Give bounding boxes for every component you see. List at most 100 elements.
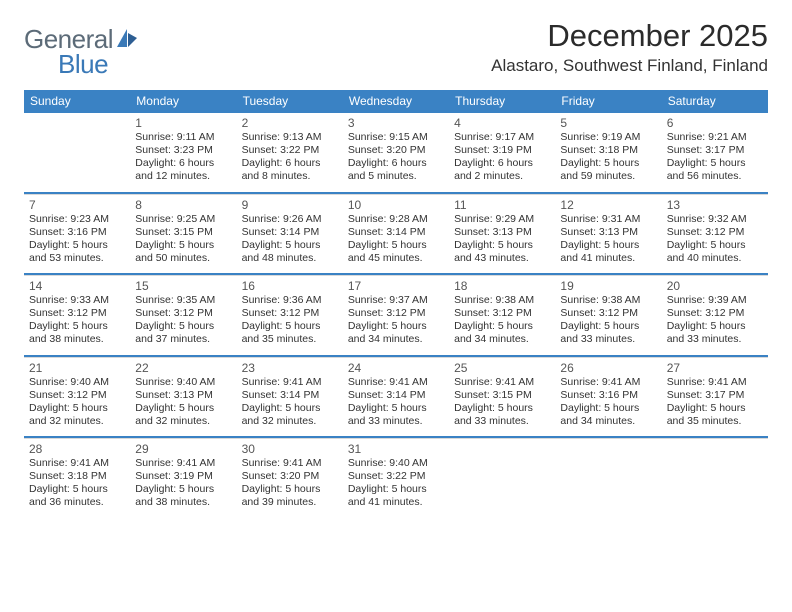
calendar-day-cell: 12Sunrise: 9:31 AMSunset: 3:13 PMDayligh… (555, 194, 661, 274)
day-info: Sunrise: 9:40 AMSunset: 3:12 PMDaylight:… (29, 376, 125, 429)
day-info: Sunrise: 9:15 AMSunset: 3:20 PMDaylight:… (348, 131, 444, 184)
day-info: Sunrise: 9:29 AMSunset: 3:13 PMDaylight:… (454, 213, 550, 266)
day-info: Sunrise: 9:38 AMSunset: 3:12 PMDaylight:… (560, 294, 656, 347)
sunrise-text: Sunrise: 9:29 AM (454, 213, 550, 226)
sunset-text: Sunset: 3:14 PM (348, 226, 444, 239)
sunset-text: Sunset: 3:14 PM (242, 389, 338, 402)
sunset-text: Sunset: 3:12 PM (242, 307, 338, 320)
day-number: 17 (348, 279, 444, 293)
daylight-text: Daylight: 5 hours and 37 minutes. (135, 320, 231, 346)
calendar-day-cell: 26Sunrise: 9:41 AMSunset: 3:16 PMDayligh… (555, 357, 661, 437)
calendar-day-cell: 20Sunrise: 9:39 AMSunset: 3:12 PMDayligh… (662, 275, 768, 355)
day-number: 9 (242, 198, 338, 212)
sunrise-text: Sunrise: 9:39 AM (667, 294, 763, 307)
daylight-text: Daylight: 6 hours and 2 minutes. (454, 157, 550, 183)
calendar-day-cell: 21Sunrise: 9:40 AMSunset: 3:12 PMDayligh… (24, 357, 130, 437)
calendar-week-row: 14Sunrise: 9:33 AMSunset: 3:12 PMDayligh… (24, 275, 768, 357)
sunrise-text: Sunrise: 9:23 AM (29, 213, 125, 226)
daylight-text: Daylight: 5 hours and 35 minutes. (667, 402, 763, 428)
sunrise-text: Sunrise: 9:13 AM (242, 131, 338, 144)
weekday-label: Monday (130, 90, 236, 113)
day-number: 12 (560, 198, 656, 212)
sunrise-text: Sunrise: 9:41 AM (135, 457, 231, 470)
calendar-week-row: 21Sunrise: 9:40 AMSunset: 3:12 PMDayligh… (24, 357, 768, 439)
calendar-day-cell: 11Sunrise: 9:29 AMSunset: 3:13 PMDayligh… (449, 194, 555, 274)
title-block: December 2025 Alastaro, Southwest Finlan… (491, 18, 768, 76)
sunset-text: Sunset: 3:12 PM (667, 307, 763, 320)
day-number: 8 (135, 198, 231, 212)
sunset-text: Sunset: 3:18 PM (29, 470, 125, 483)
calendar-day-cell: 24Sunrise: 9:41 AMSunset: 3:14 PMDayligh… (343, 357, 449, 437)
sunrise-text: Sunrise: 9:40 AM (29, 376, 125, 389)
sunset-text: Sunset: 3:12 PM (454, 307, 550, 320)
day-info: Sunrise: 9:40 AMSunset: 3:22 PMDaylight:… (348, 457, 444, 510)
sunrise-text: Sunrise: 9:36 AM (242, 294, 338, 307)
calendar-day-cell: 9Sunrise: 9:26 AMSunset: 3:14 PMDaylight… (237, 194, 343, 274)
day-info: Sunrise: 9:41 AMSunset: 3:17 PMDaylight:… (667, 376, 763, 429)
sunrise-text: Sunrise: 9:41 AM (29, 457, 125, 470)
daylight-text: Daylight: 5 hours and 48 minutes. (242, 239, 338, 265)
logo: General Blue (24, 24, 138, 80)
calendar-page: General Blue December 2025 Alastaro, Sou… (0, 0, 792, 518)
calendar-day-cell: 23Sunrise: 9:41 AMSunset: 3:14 PMDayligh… (237, 357, 343, 437)
sunset-text: Sunset: 3:13 PM (135, 389, 231, 402)
calendar-day-cell: 29Sunrise: 9:41 AMSunset: 3:19 PMDayligh… (130, 438, 236, 518)
day-number: 14 (29, 279, 125, 293)
day-info: Sunrise: 9:37 AMSunset: 3:12 PMDaylight:… (348, 294, 444, 347)
sunrise-text: Sunrise: 9:40 AM (348, 457, 444, 470)
daylight-text: Daylight: 5 hours and 34 minutes. (454, 320, 550, 346)
sunset-text: Sunset: 3:15 PM (135, 226, 231, 239)
calendar-grid: Sunday Monday Tuesday Wednesday Thursday… (24, 90, 768, 518)
day-info: Sunrise: 9:41 AMSunset: 3:15 PMDaylight:… (454, 376, 550, 429)
sunset-text: Sunset: 3:16 PM (560, 389, 656, 402)
sunrise-text: Sunrise: 9:41 AM (242, 376, 338, 389)
sunrise-text: Sunrise: 9:40 AM (135, 376, 231, 389)
logo-text-blue: Blue (58, 49, 108, 80)
calendar-day-cell: 5Sunrise: 9:19 AMSunset: 3:18 PMDaylight… (555, 113, 661, 192)
day-info: Sunrise: 9:32 AMSunset: 3:12 PMDaylight:… (667, 213, 763, 266)
calendar-day-cell (24, 113, 130, 192)
day-number: 1 (135, 116, 231, 130)
calendar-day-cell: 4Sunrise: 9:17 AMSunset: 3:19 PMDaylight… (449, 113, 555, 192)
day-number: 11 (454, 198, 550, 212)
calendar-day-cell: 8Sunrise: 9:25 AMSunset: 3:15 PMDaylight… (130, 194, 236, 274)
day-number: 3 (348, 116, 444, 130)
calendar-day-cell: 15Sunrise: 9:35 AMSunset: 3:12 PMDayligh… (130, 275, 236, 355)
day-number: 4 (454, 116, 550, 130)
calendar-day-cell: 27Sunrise: 9:41 AMSunset: 3:17 PMDayligh… (662, 357, 768, 437)
sunset-text: Sunset: 3:13 PM (560, 226, 656, 239)
sunset-text: Sunset: 3:19 PM (454, 144, 550, 157)
calendar-day-cell: 19Sunrise: 9:38 AMSunset: 3:12 PMDayligh… (555, 275, 661, 355)
sunset-text: Sunset: 3:12 PM (135, 307, 231, 320)
weekday-header-row: Sunday Monday Tuesday Wednesday Thursday… (24, 90, 768, 113)
day-number: 30 (242, 442, 338, 456)
day-number: 2 (242, 116, 338, 130)
daylight-text: Daylight: 5 hours and 38 minutes. (29, 320, 125, 346)
day-number: 26 (560, 361, 656, 375)
calendar-day-cell: 2Sunrise: 9:13 AMSunset: 3:22 PMDaylight… (237, 113, 343, 192)
day-number: 7 (29, 198, 125, 212)
sunrise-text: Sunrise: 9:35 AM (135, 294, 231, 307)
daylight-text: Daylight: 5 hours and 33 minutes. (454, 402, 550, 428)
sunrise-text: Sunrise: 9:41 AM (667, 376, 763, 389)
day-number: 31 (348, 442, 444, 456)
weekday-label: Thursday (449, 90, 555, 113)
day-number: 13 (667, 198, 763, 212)
day-info: Sunrise: 9:40 AMSunset: 3:13 PMDaylight:… (135, 376, 231, 429)
sunrise-text: Sunrise: 9:31 AM (560, 213, 656, 226)
day-number: 29 (135, 442, 231, 456)
day-number: 23 (242, 361, 338, 375)
calendar-day-cell: 28Sunrise: 9:41 AMSunset: 3:18 PMDayligh… (24, 438, 130, 518)
sunset-text: Sunset: 3:22 PM (348, 470, 444, 483)
weekday-label: Tuesday (237, 90, 343, 113)
day-info: Sunrise: 9:17 AMSunset: 3:19 PMDaylight:… (454, 131, 550, 184)
day-info: Sunrise: 9:31 AMSunset: 3:13 PMDaylight:… (560, 213, 656, 266)
sunset-text: Sunset: 3:20 PM (242, 470, 338, 483)
day-info: Sunrise: 9:41 AMSunset: 3:18 PMDaylight:… (29, 457, 125, 510)
calendar-day-cell: 22Sunrise: 9:40 AMSunset: 3:13 PMDayligh… (130, 357, 236, 437)
daylight-text: Daylight: 5 hours and 40 minutes. (667, 239, 763, 265)
sunrise-text: Sunrise: 9:37 AM (348, 294, 444, 307)
sunset-text: Sunset: 3:14 PM (242, 226, 338, 239)
day-info: Sunrise: 9:41 AMSunset: 3:14 PMDaylight:… (348, 376, 444, 429)
day-info: Sunrise: 9:11 AMSunset: 3:23 PMDaylight:… (135, 131, 231, 184)
